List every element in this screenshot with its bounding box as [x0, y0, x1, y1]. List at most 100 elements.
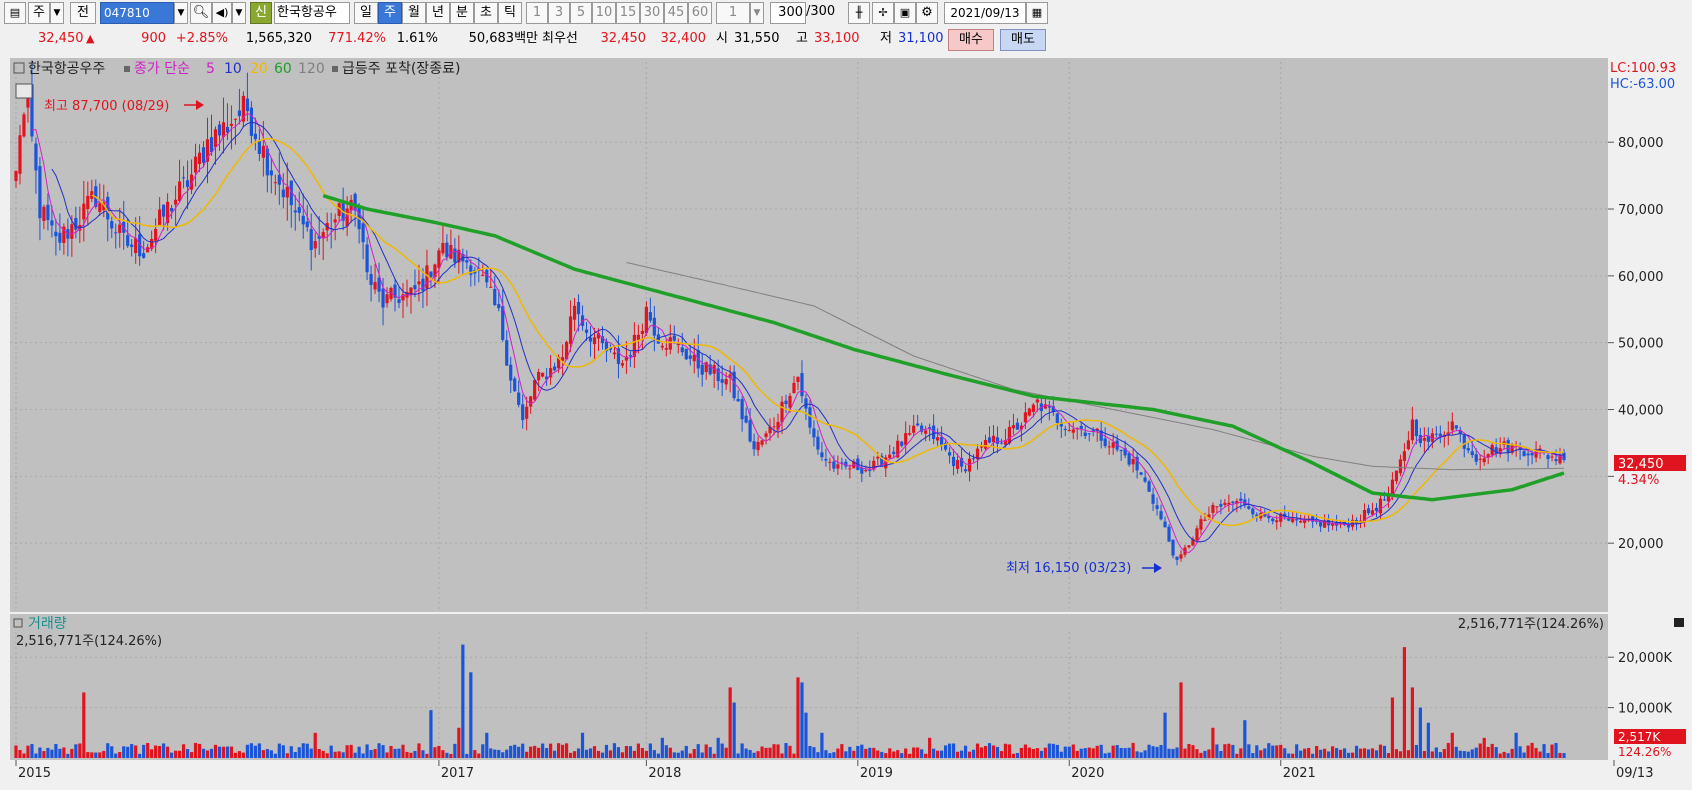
interval-60-button[interactable]: 60: [688, 2, 712, 24]
code-dropdown-icon[interactable]: ▼: [174, 2, 188, 24]
volume-bar: [1003, 743, 1008, 758]
candle-body: [892, 451, 896, 455]
candle-body: [317, 235, 321, 239]
volume-bar: [253, 745, 257, 758]
buy-button[interactable]: 매수: [948, 29, 994, 51]
volume-bar: [1143, 750, 1147, 758]
volume-bar: [529, 746, 533, 758]
candle-body: [1494, 447, 1498, 455]
candle-body: [154, 228, 158, 241]
volume-bar: [768, 747, 772, 758]
candle-body: [880, 455, 884, 466]
candle-body: [656, 334, 660, 344]
period-tick-button[interactable]: 틱: [498, 2, 522, 24]
crosshair-icon[interactable]: ✢: [872, 2, 894, 24]
volume-bar: [1506, 753, 1510, 758]
search-icon[interactable]: 🔍︎: [190, 2, 212, 24]
candle-body: [1159, 511, 1163, 520]
candle-body: [1458, 430, 1462, 434]
period-minute-button[interactable]: 분: [450, 2, 474, 24]
interval-30-button[interactable]: 30: [640, 2, 664, 24]
calendar-icon[interactable]: ▦: [1026, 2, 1048, 24]
panel-close-icon[interactable]: [1674, 618, 1684, 627]
volume-bar: [1434, 747, 1438, 758]
candle-body: [1350, 519, 1355, 527]
period-second-button[interactable]: 초: [474, 2, 498, 24]
volume-bar: [1378, 744, 1383, 758]
prev-button[interactable]: 전: [70, 2, 96, 24]
period-month-button[interactable]: 월: [402, 2, 426, 24]
sell-button[interactable]: 매도: [1000, 29, 1046, 51]
volume-bar: [329, 745, 333, 758]
volume-bar: [896, 750, 900, 758]
volume-bar: [233, 752, 238, 758]
chart-type-button[interactable]: 주: [28, 2, 50, 24]
stock-name-field[interactable]: 한국항공우: [274, 2, 350, 24]
table-toggle-icon[interactable]: [15, 83, 33, 99]
ma20-line: [91, 137, 1565, 527]
candle-body: [1127, 453, 1131, 465]
interval-1-button[interactable]: 1: [526, 2, 548, 24]
volume-bar: [169, 752, 174, 758]
candle-body: [1271, 518, 1275, 522]
candle-body: [1051, 406, 1055, 413]
display-count-input[interactable]: 300: [770, 2, 806, 24]
volume-bar: [1235, 753, 1239, 758]
speaker-dropdown-icon[interactable]: ▼: [232, 2, 246, 24]
volume-bar: [1458, 750, 1462, 758]
interval-count-dropdown-icon[interactable]: ▼: [750, 2, 764, 24]
date-input[interactable]: 2021/09/13: [944, 2, 1026, 24]
code-input[interactable]: 047810: [100, 2, 174, 24]
volume-bar: [700, 752, 704, 758]
volume-bar: [776, 744, 780, 758]
interval-3-button[interactable]: 3: [548, 2, 570, 24]
period-year-button[interactable]: 년: [426, 2, 450, 24]
volume-bar: [860, 744, 864, 758]
volume-bar: [317, 748, 321, 758]
chart-type-dropdown-icon[interactable]: ▼: [50, 2, 64, 24]
interval-10-button[interactable]: 10: [592, 2, 616, 24]
volume-bar: [138, 753, 142, 758]
volume-bar: [221, 746, 226, 758]
candle-body: [305, 221, 309, 228]
legend-ma10: 10: [224, 61, 242, 77]
volume-bar: [345, 745, 349, 758]
legend-note: 급등주 포착(장종료): [342, 61, 460, 77]
volume-chart-panel[interactable]: [10, 614, 1608, 760]
volume-bar: [1299, 750, 1303, 758]
high-arrow-icon: [196, 100, 204, 110]
new-badge-button[interactable]: 신: [250, 2, 272, 24]
candle-body: [924, 430, 928, 434]
candle-body: [1143, 477, 1147, 482]
ma5-line: [31, 112, 1565, 554]
candle-body: [377, 277, 381, 292]
volume-bar: [158, 746, 162, 758]
layout-icon[interactable]: ▤: [4, 2, 26, 24]
volume-bar: [257, 743, 261, 758]
volume-bar: [1187, 743, 1191, 758]
volume-bar: [86, 752, 90, 758]
interval-5-button[interactable]: 5: [570, 2, 592, 24]
candle-body: [1151, 494, 1155, 504]
candle-style-icon[interactable]: ╫: [848, 2, 870, 24]
interval-45-button[interactable]: 45: [664, 2, 688, 24]
candle-body: [521, 404, 525, 421]
candle-body: [413, 285, 417, 290]
gear-icon[interactable]: ⚙: [916, 2, 938, 24]
volume-bar: [78, 743, 82, 758]
save-icon[interactable]: ▣: [894, 2, 916, 24]
candle-body: [1474, 454, 1478, 462]
time-tick-label: 2018: [648, 766, 681, 781]
period-day-button[interactable]: 일: [354, 2, 378, 24]
period-week-button[interactable]: 주: [378, 2, 402, 24]
volume-bar: [1338, 749, 1343, 758]
speaker-icon[interactable]: ◀): [212, 2, 232, 24]
interval-15-button[interactable]: 15: [616, 2, 640, 24]
volume-bar: [1546, 753, 1550, 758]
candle-body: [995, 437, 1000, 444]
volume-bar: [1354, 745, 1359, 758]
ma10-line: [51, 121, 1565, 543]
volume-bar: [592, 746, 597, 758]
volume-bar: [34, 753, 38, 758]
interval-count-input[interactable]: 1: [716, 2, 750, 24]
